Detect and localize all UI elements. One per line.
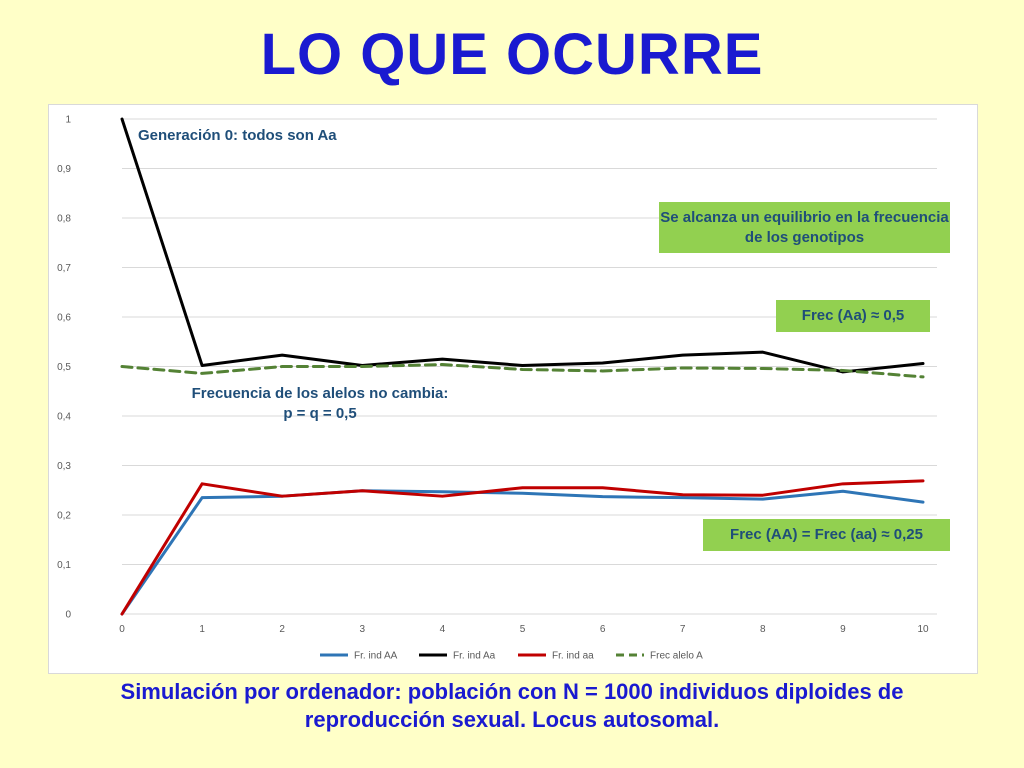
- annotation-alleles: Frecuencia de los alelos no cambia: p = …: [191, 385, 449, 422]
- annotation-frec-het: Frec (Aa) ≈ 0,5: [776, 300, 930, 332]
- slide-title: LO QUE OCURRE: [260, 22, 764, 87]
- series-line-fr-ind-aa: [120, 489, 925, 616]
- series-line-fr-ind-aa: [120, 117, 925, 374]
- y-tick-label: 1: [65, 115, 71, 126]
- legend-label: Fr. ind AA: [354, 651, 398, 662]
- chart-panel: 0 0,1 0,2 0,3 0,4 0,5 0,6 0,7 0,8 0,9 1 0 1 2 3 4 5 6 7 8 9 1…: [48, 104, 978, 674]
- y-tick-label: 0,8: [57, 214, 71, 225]
- x-tick-label: 4: [440, 624, 446, 635]
- x-tick-label: 6: [600, 624, 606, 635]
- annotation-frec-homo: Frec (AA) = Frec (aa) ≈ 0,25: [703, 519, 950, 551]
- series-line-frec-alelo-a: [120, 363, 925, 379]
- x-tick-label: 10: [917, 624, 929, 635]
- annotation-gen0: Generación 0: todos son Aa: [138, 127, 337, 144]
- x-tick-label: 7: [680, 624, 686, 635]
- x-tick-label: 5: [520, 624, 526, 635]
- x-tick-label: 9: [840, 624, 846, 635]
- legend-label: Fr. ind Aa: [453, 651, 496, 662]
- y-tick-label: 0,4: [57, 412, 71, 423]
- x-tick-label: 0: [119, 624, 125, 635]
- y-tick-label: 0,7: [57, 263, 71, 274]
- x-tick-label: 1: [199, 624, 205, 635]
- legend-label: Fr. ind aa: [552, 651, 594, 662]
- series-line-fr-ind-aa: [120, 479, 925, 616]
- annotation-equilibrium: Se alcanza un equilibrio en la frecuenci…: [659, 202, 950, 253]
- y-tick-label: 0,9: [57, 164, 71, 175]
- legend-label: Frec alelo A: [650, 651, 703, 662]
- x-tick-label: 8: [760, 624, 766, 635]
- x-tick-label: 3: [360, 624, 366, 635]
- y-tick-label: 0: [65, 610, 71, 621]
- line-chart: 00,10,20,30,40,50,60,70,80,910 1 2 3 4 5 6 7 8 9 1…: [57, 115, 937, 662]
- y-tick-label: 0,3: [57, 461, 71, 472]
- y-tick-label: 0,2: [57, 511, 71, 522]
- x-tick-label: 2: [279, 624, 285, 635]
- y-tick-label: 0,5: [57, 362, 71, 373]
- y-tick-label: 0,1: [57, 560, 71, 571]
- y-tick-label: 0,6: [57, 313, 71, 324]
- slide-caption: Simulación por ordenador: población con …: [120, 679, 904, 732]
